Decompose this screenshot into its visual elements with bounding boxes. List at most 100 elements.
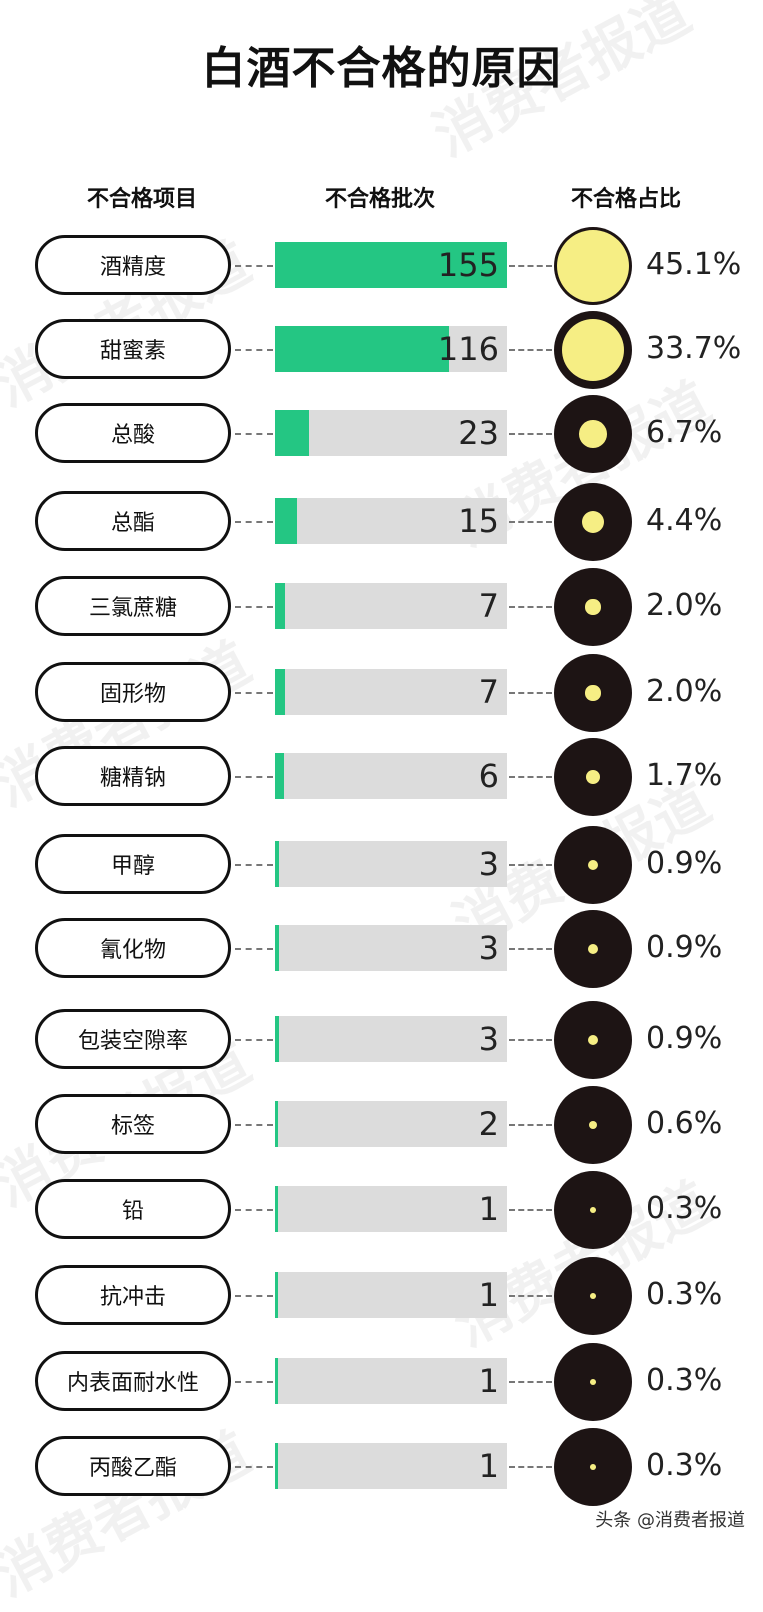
connector-line — [509, 265, 552, 267]
connector-line — [509, 1381, 552, 1383]
ratio-circle — [554, 654, 632, 732]
ratio-circle — [554, 1171, 632, 1249]
ratio-circle — [554, 395, 632, 473]
ratio-label: 2.0% — [646, 674, 723, 709]
bar — [275, 498, 298, 544]
ratio-dot — [581, 510, 605, 534]
connector-line — [235, 265, 273, 267]
connector-line — [509, 1295, 552, 1297]
bar — [275, 583, 286, 629]
bar — [275, 925, 280, 971]
chart-row: 糖精钠 6 1.7% — [0, 734, 763, 820]
chart-row: 氰化物 3 0.9% — [0, 906, 763, 992]
ratio-label: 0.3% — [646, 1191, 723, 1226]
bar-value-label: 7 — [478, 587, 499, 625]
bar-value-label: 1 — [478, 1276, 499, 1314]
footer-credit: 头条 @消费者报道 — [595, 1510, 745, 1531]
bar — [275, 1101, 278, 1147]
category-label: 标签 — [35, 1094, 231, 1154]
ratio-circle — [554, 738, 632, 816]
ratio-dot — [590, 1464, 596, 1470]
ratio-circle — [554, 227, 632, 305]
bar-value-label: 2 — [478, 1105, 499, 1143]
connector-line — [235, 521, 273, 523]
bar-value-label: 7 — [478, 673, 499, 711]
ratio-dot — [588, 1120, 598, 1130]
ratio-label: 0.3% — [646, 1277, 723, 1312]
ratio-label: 6.7% — [646, 415, 723, 450]
chart-title: 白酒不合格的原因 — [201, 43, 562, 94]
bar-value-label: 155 — [437, 246, 499, 284]
ratio-circle — [554, 1257, 632, 1335]
ratio-circle — [554, 1001, 632, 1079]
bar — [275, 841, 280, 887]
connector-line — [235, 864, 273, 866]
ratio-dot — [587, 859, 599, 871]
category-label: 甲醇 — [35, 834, 231, 894]
chart-row: 总酸 23 6.7% — [0, 391, 763, 477]
ratio-dot — [585, 599, 601, 615]
bar — [275, 669, 286, 715]
category-label: 糖精钠 — [35, 746, 231, 806]
bar-value-label: 1 — [478, 1447, 499, 1485]
connector-line — [509, 1039, 552, 1041]
bar-value-label: 1 — [478, 1362, 499, 1400]
bar-value-label: 3 — [478, 1020, 499, 1058]
connector-line — [235, 1209, 273, 1211]
connector-line — [235, 1295, 273, 1297]
connector-line — [509, 349, 552, 351]
ratio-label: 0.9% — [646, 846, 723, 881]
ratio-circle — [554, 910, 632, 988]
bar-track: 23 — [275, 410, 507, 456]
ratio-dot — [557, 230, 629, 302]
connector-line — [509, 606, 552, 608]
connector-line — [509, 692, 552, 694]
category-label: 总酸 — [35, 403, 231, 463]
bar-value-label: 23 — [458, 414, 499, 452]
category-label: 酒精度 — [35, 235, 231, 295]
bar-track: 1 — [275, 1443, 507, 1489]
bar-track: 7 — [275, 669, 507, 715]
chart-row: 丙酸乙酯 1 0.3% — [0, 1424, 763, 1510]
connector-line — [235, 1466, 273, 1468]
category-label: 甜蜜素 — [35, 319, 231, 379]
bar-track: 7 — [275, 583, 507, 629]
connector-line — [235, 1039, 273, 1041]
chart-row: 三氯蔗糖 7 2.0% — [0, 564, 763, 650]
bar-value-label: 1 — [478, 1190, 499, 1228]
header-item: 不合格项目 — [86, 187, 198, 212]
ratio-dot — [586, 770, 600, 784]
category-label: 抗冲击 — [35, 1265, 231, 1325]
bar — [275, 1358, 278, 1404]
ratio-dot — [590, 1379, 596, 1385]
chart-row: 铅 1 0.3% — [0, 1167, 763, 1253]
ratio-label: 45.1% — [646, 247, 742, 282]
ratio-circle — [554, 1343, 632, 1421]
connector-line — [235, 606, 273, 608]
category-label: 铅 — [35, 1179, 231, 1239]
ratio-dot — [579, 420, 607, 448]
connector-line — [509, 948, 552, 950]
ratio-label: 0.9% — [646, 930, 723, 965]
chart-row: 总酯 15 4.4% — [0, 479, 763, 565]
ratio-label: 2.0% — [646, 588, 723, 623]
ratio-circle — [554, 1428, 632, 1506]
bar-track: 15 — [275, 498, 507, 544]
category-label: 丙酸乙酯 — [35, 1436, 231, 1496]
ratio-circle — [554, 568, 632, 646]
ratio-label: 0.3% — [646, 1448, 723, 1483]
bar-track: 1 — [275, 1272, 507, 1318]
connector-line — [235, 776, 273, 778]
chart-row: 抗冲击 1 0.3% — [0, 1253, 763, 1339]
bar-track: 116 — [275, 326, 507, 372]
connector-line — [509, 864, 552, 866]
bar-track: 3 — [275, 1016, 507, 1062]
chart-row: 内表面耐水性 1 0.3% — [0, 1339, 763, 1425]
connector-line — [509, 1466, 552, 1468]
chart-row: 甲醇 3 0.9% — [0, 822, 763, 908]
chart-row: 酒精度 155 45.1% — [0, 223, 763, 309]
header-batch: 不合格批次 — [324, 187, 436, 212]
connector-line — [509, 776, 552, 778]
chart-row: 固形物 7 2.0% — [0, 650, 763, 736]
category-label: 三氯蔗糖 — [35, 576, 231, 636]
